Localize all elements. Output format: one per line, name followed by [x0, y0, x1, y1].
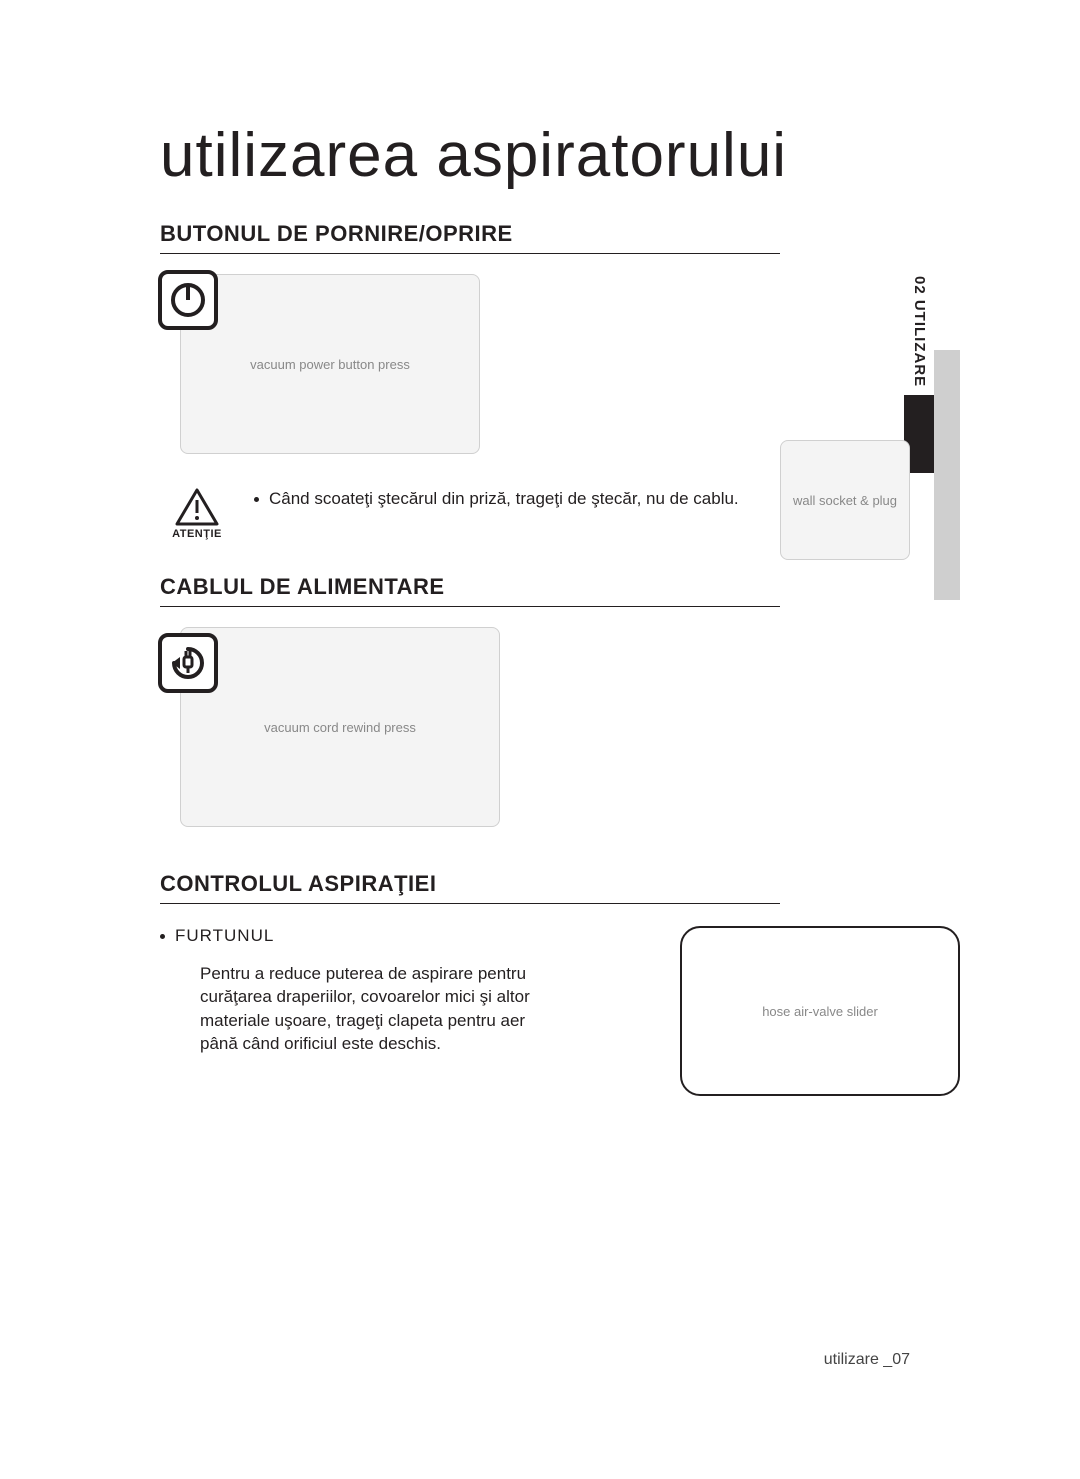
illustration-vacuum-power: vacuum power button press: [180, 274, 480, 454]
section3-sub-label: FURTUNUL: [160, 926, 652, 946]
section3-body: FURTUNUL Pentru a reduce puterea de aspi…: [160, 926, 960, 1096]
section3-sub-label-text: FURTUNUL: [175, 926, 274, 945]
section-heading-suction: CONTROLUL ASPIRAŢIEI: [160, 871, 780, 904]
illustration-hose-valve: hose air-valve slider: [680, 926, 960, 1096]
section3-text: Pentru a reduce puterea de aspirare pent…: [160, 962, 540, 1056]
caution-row: ATENŢIE Când scoateţi ştecărul din priză…: [160, 488, 780, 540]
power-icon: [158, 270, 218, 330]
page-title: utilizarea aspiratorului: [160, 120, 960, 191]
bullet-icon: [160, 934, 165, 939]
section2-figure: vacuum cord rewind press: [160, 627, 960, 837]
section3-text-col: FURTUNUL Pentru a reduce puterea de aspi…: [160, 926, 652, 1096]
caution-label: ATENŢIE: [172, 528, 222, 540]
page-footer: utilizare _07: [824, 1351, 910, 1369]
section-heading-cord: CABLUL DE ALIMENTARE: [160, 574, 780, 607]
section-heading-power: BUTONUL DE PORNIRE/OPRIRE: [160, 221, 780, 254]
manual-page: utilizarea aspiratorului 02 UTILIZARE BU…: [0, 0, 1080, 1479]
illustration-vacuum-cord: vacuum cord rewind press: [180, 627, 500, 827]
bullet-icon: [254, 497, 259, 502]
cord-rewind-icon: [158, 633, 218, 693]
caution-text: Când scoateţi ştecărul din priză, trageţ…: [254, 488, 780, 511]
illustration-plug-socket: wall socket & plug: [780, 440, 910, 560]
caution-text-content: Când scoateţi ştecărul din priză, trageţ…: [269, 489, 739, 508]
caution-icon: ATENŢIE: [160, 488, 234, 540]
